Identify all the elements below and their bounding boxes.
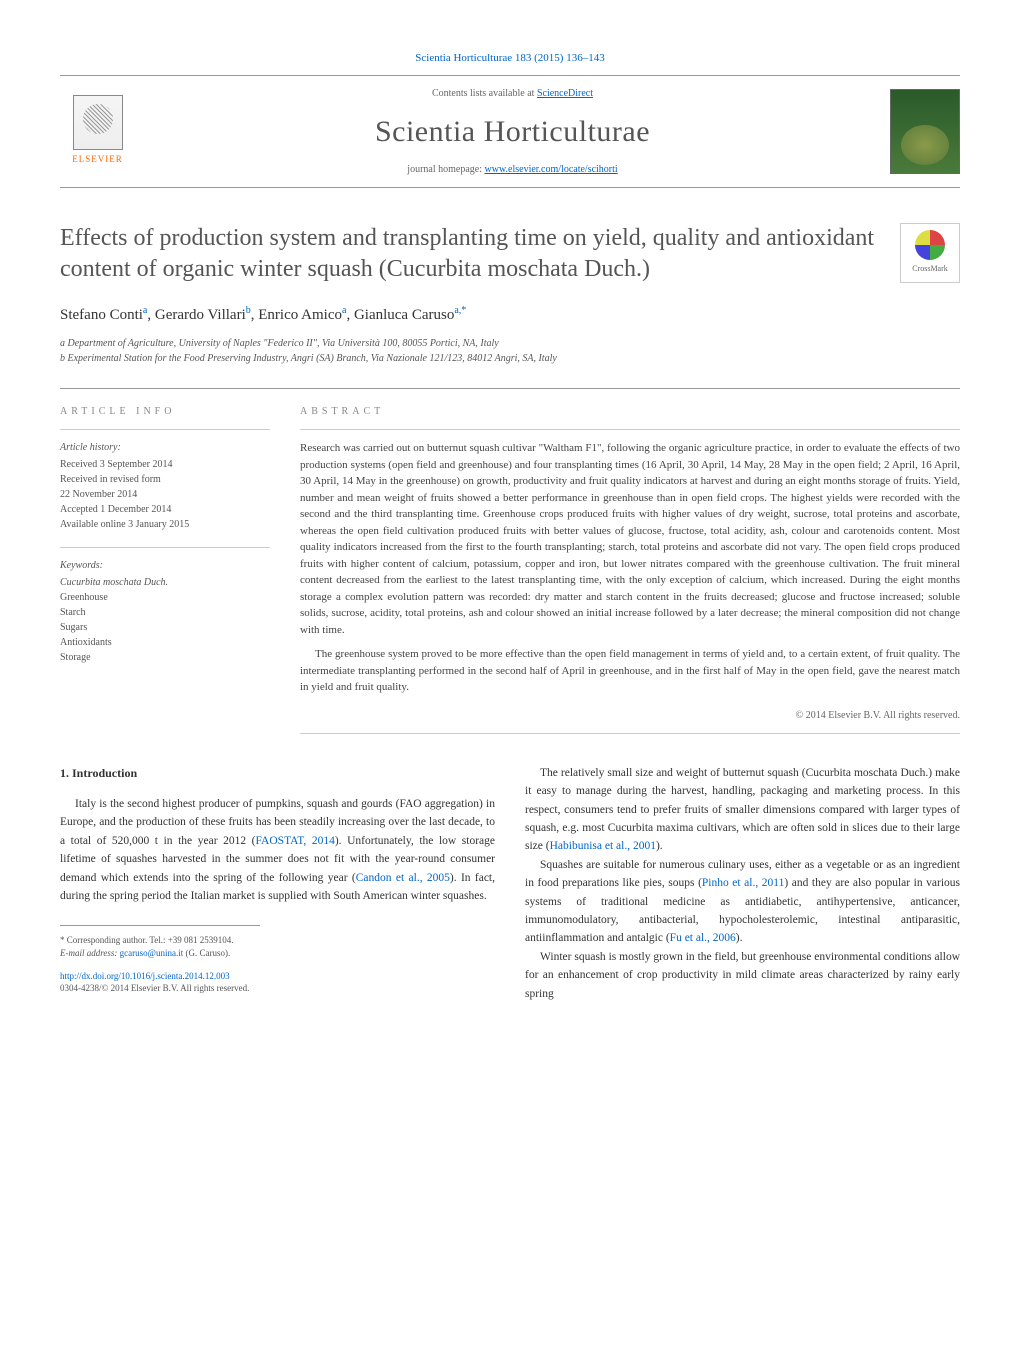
keyword: Antioxidants — [60, 635, 270, 650]
crossmark-label: CrossMark — [912, 263, 948, 275]
article-history: Article history: Received 3 September 20… — [60, 440, 270, 532]
issn-copyright: 0304-4238/© 2014 Elsevier B.V. All right… — [60, 982, 495, 995]
abstract-text: Research was carried out on butternut sq… — [300, 440, 960, 696]
crossmark-icon — [915, 230, 945, 260]
contents-available-line: Contents lists available at ScienceDirec… — [150, 86, 875, 101]
article-info-column: ARTICLE INFO Article history: Received 3… — [60, 404, 270, 734]
info-divider — [60, 547, 270, 548]
article-title: Effects of production system and transpl… — [60, 223, 880, 285]
authors-line: Stefano Contia, Gerardo Villarib, Enrico… — [60, 303, 960, 327]
body-paragraph: The relatively small size and weight of … — [525, 764, 960, 856]
doi-block: http://dx.doi.org/10.1016/j.scienta.2014… — [60, 970, 495, 995]
abstract-p1: Research was carried out on butternut sq… — [300, 440, 960, 638]
affiliation-a: a Department of Agriculture, University … — [60, 336, 960, 351]
corresponding-author: * Corresponding author. Tel.: +39 081 25… — [60, 934, 495, 959]
history-line: Available online 3 January 2015 — [60, 517, 270, 532]
section-number: 1. — [60, 766, 69, 780]
journal-header-bar: ELSEVIER Contents lists available at Sci… — [60, 75, 960, 188]
footer-separator — [60, 925, 260, 926]
keyword: Storage — [60, 650, 270, 665]
abstract-divider — [300, 429, 960, 430]
keyword: Sugars — [60, 620, 270, 635]
publisher-name: ELSEVIER — [72, 153, 123, 167]
corresponding-tel: * Corresponding author. Tel.: +39 081 25… — [60, 934, 495, 947]
abstract-column: ABSTRACT Research was carried out on but… — [300, 404, 960, 734]
homepage-link[interactable]: www.elsevier.com/locate/scihorti — [485, 164, 618, 175]
crossmark-badge[interactable]: CrossMark — [900, 223, 960, 283]
body-right-column: The relatively small size and weight of … — [525, 764, 960, 1003]
keyword: Greenhouse — [60, 590, 270, 605]
contents-prefix: Contents lists available at — [432, 88, 537, 99]
abstract-label: ABSTRACT — [300, 404, 960, 419]
homepage-prefix: journal homepage: — [407, 164, 484, 175]
history-heading: Article history: — [60, 440, 270, 455]
abstract-bottom-divider — [300, 733, 960, 734]
history-line: Received in revised form — [60, 472, 270, 487]
abstract-copyright: © 2014 Elsevier B.V. All rights reserved… — [300, 708, 960, 723]
email-suffix: (G. Caruso). — [183, 948, 230, 958]
article-info-label: ARTICLE INFO — [60, 404, 270, 419]
keywords-heading: Keywords: — [60, 558, 270, 573]
email-label: E-mail address: — [60, 948, 120, 958]
elsevier-logo: ELSEVIER — [60, 89, 135, 174]
body-two-column: 1. Introduction Italy is the second high… — [60, 764, 960, 1003]
keywords-block: Keywords: Cucurbita moschata Duch. Green… — [60, 558, 270, 665]
history-line: 22 November 2014 — [60, 487, 270, 502]
sciencedirect-link[interactable]: ScienceDirect — [537, 88, 593, 99]
history-line: Accepted 1 December 2014 — [60, 502, 270, 517]
keyword: Starch — [60, 605, 270, 620]
body-paragraph: Winter squash is mostly grown in the fie… — [525, 948, 960, 1003]
affiliations: a Department of Agriculture, University … — [60, 336, 960, 366]
article-header: Effects of production system and transpl… — [60, 223, 960, 285]
section-title: Introduction — [72, 766, 137, 780]
history-line: Received 3 September 2014 — [60, 457, 270, 472]
divider — [60, 388, 960, 389]
citation-link[interactable]: Scientia Horticulturae 183 (2015) 136–14… — [60, 50, 960, 67]
journal-cover-thumbnail — [890, 89, 960, 174]
journal-title: Scientia Horticulturae — [150, 109, 875, 154]
body-paragraph: Italy is the second highest producer of … — [60, 795, 495, 905]
header-center: Contents lists available at ScienceDirec… — [150, 86, 875, 177]
affiliation-b: b Experimental Station for the Food Pres… — [60, 351, 960, 366]
body-left-column: 1. Introduction Italy is the second high… — [60, 764, 495, 1003]
corresponding-email[interactable]: gcaruso@unina.it — [120, 948, 184, 958]
info-divider — [60, 429, 270, 430]
abstract-p2: The greenhouse system proved to be more … — [300, 646, 960, 696]
body-paragraph: Squashes are suitable for numerous culin… — [525, 856, 960, 948]
section-heading: 1. Introduction — [60, 764, 495, 783]
doi-link[interactable]: http://dx.doi.org/10.1016/j.scienta.2014… — [60, 971, 230, 981]
keyword: Cucurbita moschata Duch. — [60, 575, 270, 590]
info-abstract-row: ARTICLE INFO Article history: Received 3… — [60, 404, 960, 734]
elsevier-tree-icon — [73, 95, 123, 150]
homepage-line: journal homepage: www.elsevier.com/locat… — [150, 162, 875, 177]
